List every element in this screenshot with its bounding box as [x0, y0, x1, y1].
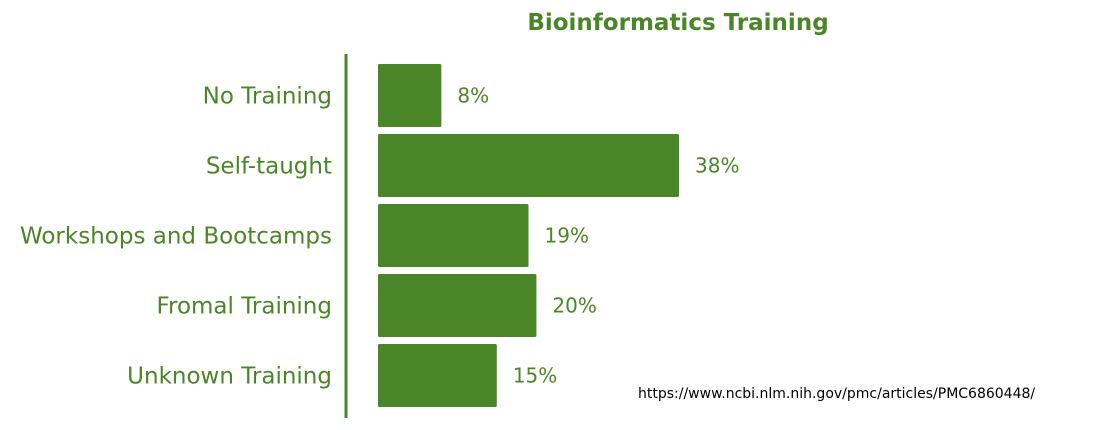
- bar-1: [378, 134, 679, 197]
- category-label-2: Workshops and Bootcamps: [20, 224, 332, 250]
- source-url: https://www.ncbi.nlm.nih.gov/pmc/article…: [638, 386, 1036, 402]
- bar-4: [378, 344, 497, 407]
- value-label-4: 15%: [513, 364, 557, 388]
- value-label-1: 38%: [695, 154, 739, 178]
- bar-3: [378, 274, 537, 337]
- chart-title: Bioinformatics Training: [527, 10, 828, 36]
- category-label-4: Unknown Training: [127, 364, 332, 390]
- value-label-3: 20%: [552, 294, 596, 318]
- bar-0: [378, 64, 442, 127]
- bar-2: [378, 204, 529, 267]
- category-label-0: No Training: [203, 84, 332, 110]
- value-label-0: 8%: [457, 84, 489, 108]
- value-label-2: 19%: [545, 224, 589, 248]
- bars-group: No Training 8% Self-taught 38% Workshops and…: [20, 64, 739, 407]
- category-label-3: Fromal Training: [156, 294, 332, 320]
- category-label-1: Self-taught: [206, 154, 332, 180]
